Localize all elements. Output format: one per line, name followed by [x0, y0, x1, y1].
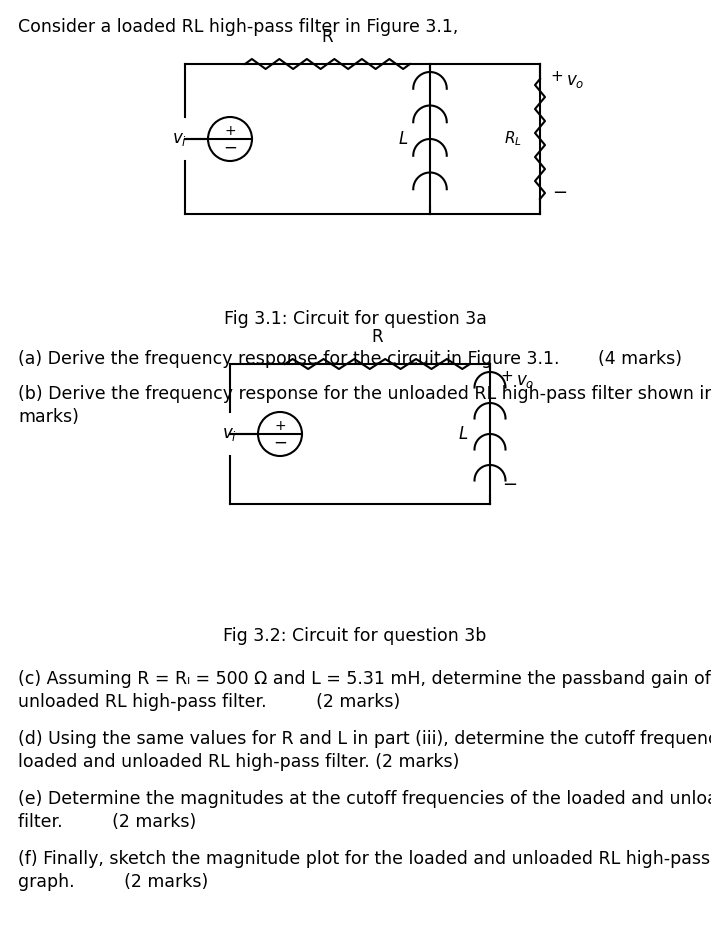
Text: R: R [372, 328, 383, 346]
Text: −: − [273, 434, 287, 452]
Text: (f) Finally, sketch the magnitude plot for the loaded and unloaded RL high-pass : (f) Finally, sketch the magnitude plot f… [18, 850, 711, 868]
Text: unloaded RL high-pass filter.         (2 marks): unloaded RL high-pass filter. (2 marks) [18, 693, 400, 711]
Text: Fig 3.1: Circuit for question 3a: Fig 3.1: Circuit for question 3a [223, 310, 486, 328]
Text: (d) Using the same values for R and L in part (iii), determine the cutoff freque: (d) Using the same values for R and L in… [18, 730, 711, 748]
Text: +: + [224, 124, 236, 138]
Text: $v_i$: $v_i$ [173, 130, 188, 148]
Text: +: + [550, 69, 562, 84]
Text: +: + [274, 419, 286, 433]
Text: −: − [552, 184, 567, 202]
Text: −: − [223, 139, 237, 157]
Text: (c) Assuming R = Rₗ = 500 Ω and L = 5.31 mH, determine the passband gain of the : (c) Assuming R = Rₗ = 500 Ω and L = 5.31… [18, 670, 711, 688]
Text: loaded and unloaded RL high-pass filter. (2 marks): loaded and unloaded RL high-pass filter.… [18, 753, 459, 771]
Text: $v_o$: $v_o$ [566, 72, 584, 90]
Text: Fig 3.2: Circuit for question 3b: Fig 3.2: Circuit for question 3b [223, 627, 487, 645]
Text: L: L [399, 130, 408, 148]
Text: filter.         (2 marks): filter. (2 marks) [18, 813, 196, 831]
Text: −: − [502, 476, 517, 494]
Text: (a) Derive the frequency response for the circuit in Figure 3.1.       (4 marks): (a) Derive the frequency response for th… [18, 350, 682, 368]
Text: Consider a loaded RL high-pass filter in Figure 3.1,: Consider a loaded RL high-pass filter in… [18, 18, 459, 36]
Text: (e) Determine the magnitudes at the cutoff frequencies of the loaded and unloade: (e) Determine the magnitudes at the cuto… [18, 790, 711, 808]
Text: (b) Derive the frequency response for the unloaded RL high-pass filter shown in : (b) Derive the frequency response for th… [18, 385, 711, 403]
Text: graph.         (2 marks): graph. (2 marks) [18, 873, 208, 891]
Text: L: L [459, 425, 468, 443]
Text: R: R [321, 28, 333, 46]
Text: $v_o$: $v_o$ [516, 372, 535, 390]
Text: marks): marks) [18, 408, 79, 426]
Text: $R_L$: $R_L$ [504, 130, 522, 149]
Text: +: + [500, 369, 513, 384]
Text: $v_i$: $v_i$ [223, 425, 237, 443]
